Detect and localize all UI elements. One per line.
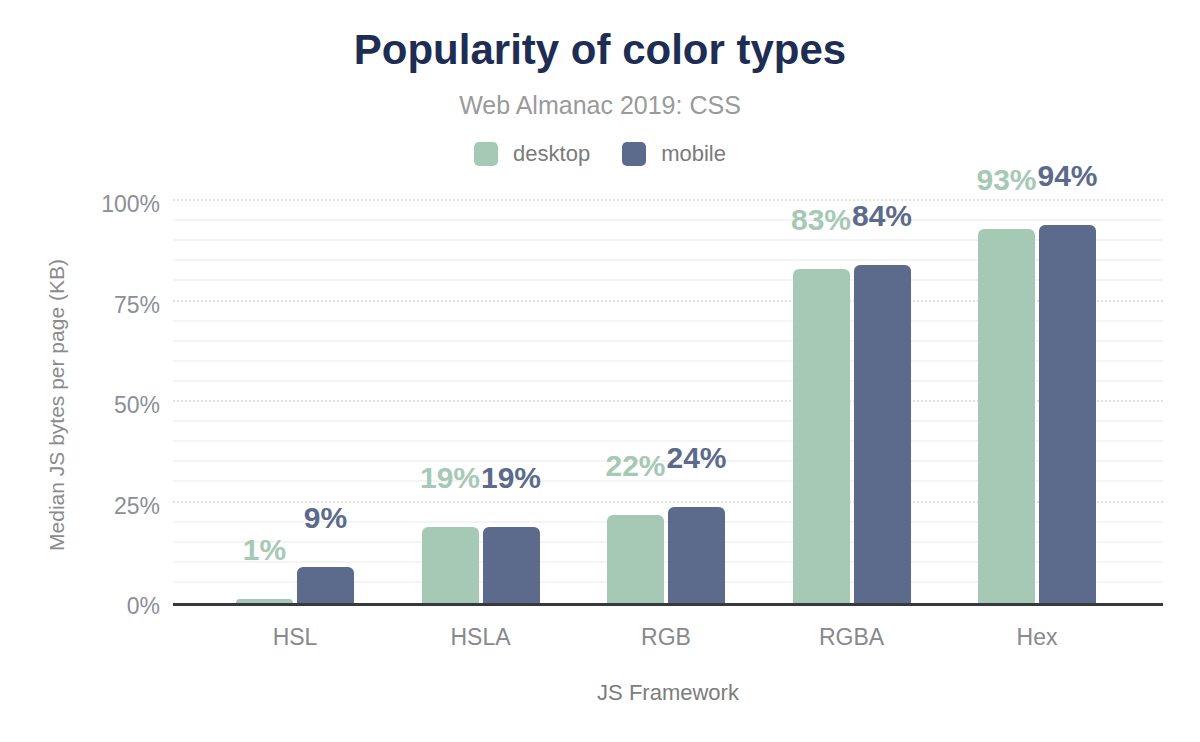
y-tick-label: 0% <box>0 592 160 620</box>
legend-label: desktop <box>513 141 590 167</box>
bar-mobile-RGB <box>668 507 725 603</box>
bar-value-label-mobile-HSL: 9% <box>304 503 347 533</box>
x-category-label-HSL: HSL <box>273 624 318 651</box>
bar-chart: Popularity of color types Web Almanac 20… <box>0 0 1200 742</box>
bar-desktop-Hex <box>978 229 1035 603</box>
bar-value-label-desktop-Hex: 93% <box>976 165 1036 195</box>
legend-item-mobile: mobile <box>622 141 726 167</box>
y-tick-label: 25% <box>0 492 160 520</box>
bar-mobile-HSL <box>297 567 354 603</box>
chart-subtitle: Web Almanac 2019: CSS <box>0 91 1200 120</box>
x-axis-title: JS Framework <box>173 680 1163 706</box>
legend-swatch-desktop <box>474 142 498 166</box>
x-category-label-HSLA: HSLA <box>450 624 510 651</box>
bar-desktop-RGBA <box>793 269 850 603</box>
bar-value-label-desktop-HSLA: 19% <box>420 463 480 493</box>
bar-value-label-desktop-HSL: 1% <box>243 535 286 565</box>
bar-value-label-desktop-RGB: 22% <box>605 451 665 481</box>
gridline <box>173 219 1163 221</box>
chart-title: Popularity of color types <box>0 26 1200 74</box>
x-category-label-Hex: Hex <box>1017 624 1058 651</box>
y-tick-label: 100% <box>0 190 160 218</box>
bar-value-label-mobile-HSLA: 19% <box>481 463 541 493</box>
bar-value-label-mobile-Hex: 94% <box>1037 161 1097 191</box>
bar-value-label-desktop-RGBA: 83% <box>791 205 851 235</box>
plot-area: 1%9%19%19%22%24%83%84%93%94% <box>173 204 1163 606</box>
y-tick-label: 50% <box>0 391 160 419</box>
bar-desktop-HSLA <box>422 527 479 603</box>
legend-item-desktop: desktop <box>474 141 590 167</box>
legend-label: mobile <box>661 141 726 167</box>
bar-value-label-mobile-RGBA: 84% <box>852 201 912 231</box>
x-category-label-RGB: RGB <box>641 624 691 651</box>
bar-desktop-RGB <box>607 515 664 603</box>
legend-swatch-mobile <box>622 142 646 166</box>
bar-value-label-mobile-RGB: 24% <box>666 443 726 473</box>
bar-mobile-Hex <box>1039 225 1096 603</box>
bar-desktop-HSL <box>236 599 293 603</box>
bar-mobile-RGBA <box>854 265 911 603</box>
y-tick-label: 75% <box>0 291 160 319</box>
bar-mobile-HSLA <box>483 527 540 603</box>
x-category-label-RGBA: RGBA <box>819 624 884 651</box>
gridline <box>173 199 1163 201</box>
